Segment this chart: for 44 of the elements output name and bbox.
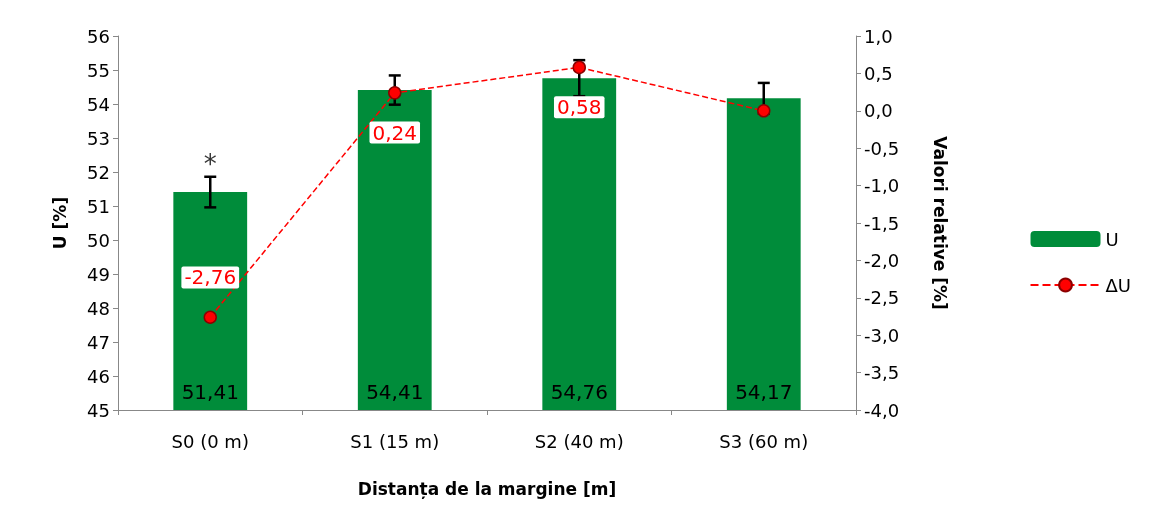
y-tick-label: 47 [87,331,110,353]
x-axis-title: Distanța de la margine [m] [357,478,617,499]
legend-label: ΔU [1105,274,1132,296]
data-label: 0,24 [372,120,418,145]
y2-tick-label: -0,5 [864,137,900,159]
x-tick-label: S0 (0 m) [171,430,249,452]
point [572,60,586,75]
y-tick-label: 52 [87,161,110,183]
y2-tick-label: -2,0 [864,249,900,271]
point [388,86,402,100]
data-label: -2,76 [184,265,237,290]
data-label: 0,58 [556,95,602,120]
data-label: 54,76 [550,380,608,404]
y2-tick-label: 1,0 [864,25,893,47]
x-tick-label: S2 (40 m) [534,430,624,452]
y-tick-label: 49 [87,263,110,285]
y2-tick-label: 0,0 [864,100,893,122]
y-tick-label: 53 [87,127,110,149]
y-tick-label: 55 [87,59,110,81]
y2-tick-label: -3,0 [864,324,900,346]
y2-tick-label: -1,5 [864,212,900,234]
y-tick-label: 48 [87,297,110,319]
y-tick-label: 45 [87,399,110,421]
point [757,104,771,118]
annotation: * [203,148,217,179]
y-tick-label: 54 [87,93,110,115]
data-label: 54,41 [366,380,424,404]
y-tick-label: 46 [87,365,110,387]
y2-axis-title: Valori relative [%] [929,136,950,310]
y2-tick-label: -4,0 [864,399,900,421]
y2-tick-label: -3,5 [864,362,900,384]
point [203,310,217,324]
data-label: 54,17 [735,380,793,404]
y2-tick-label: -1,0 [864,175,900,197]
data-label: 51,41 [181,380,239,404]
y-axis-title: U [%] [49,196,70,250]
y2-tick-label: -2,5 [864,287,900,309]
x-tick-label: S3 (60 m) [719,430,809,452]
y-tick-label: 56 [87,25,110,47]
y-tick-label: 51 [87,195,110,217]
legend-label: U [1105,228,1119,250]
x-tick-label: S1 (15 m) [350,430,440,452]
y2-tick-label: 0,5 [864,62,893,84]
y-tick-label: 50 [87,229,110,251]
